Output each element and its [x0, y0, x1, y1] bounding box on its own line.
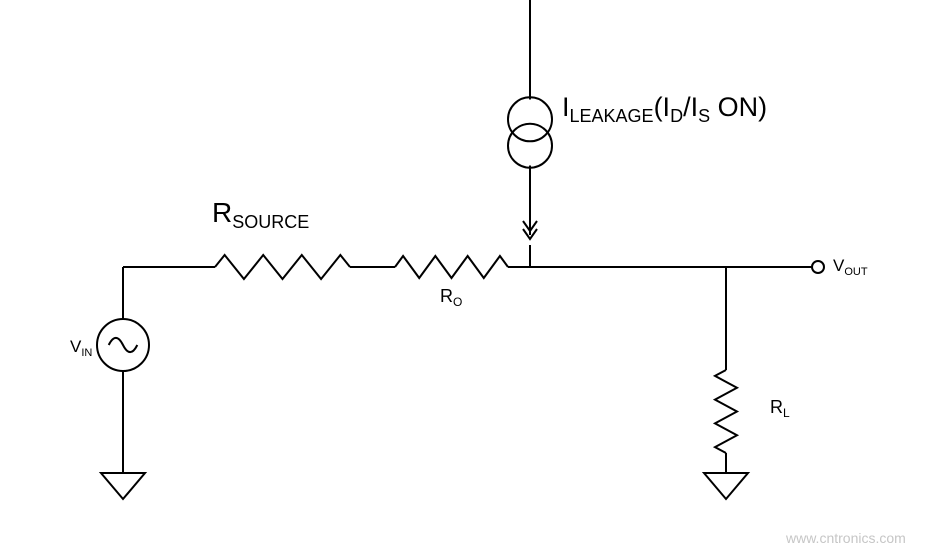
svg-text:VIN: VIN — [70, 337, 92, 359]
circuit-diagram: VIN RSOURCE RO ILEAKAGE(ID/IS ON) RL VOUT — [0, 0, 928, 553]
svg-text:RSOURCE: RSOURCE — [212, 197, 309, 232]
svg-text:RL: RL — [770, 397, 790, 420]
watermark-text: www.cntronics.com — [786, 530, 906, 546]
svg-text:RO: RO — [440, 286, 462, 309]
svg-text:VOUT: VOUT — [833, 256, 868, 278]
svg-text:ILEAKAGE(ID/IS ON): ILEAKAGE(ID/IS ON) — [562, 92, 767, 126]
